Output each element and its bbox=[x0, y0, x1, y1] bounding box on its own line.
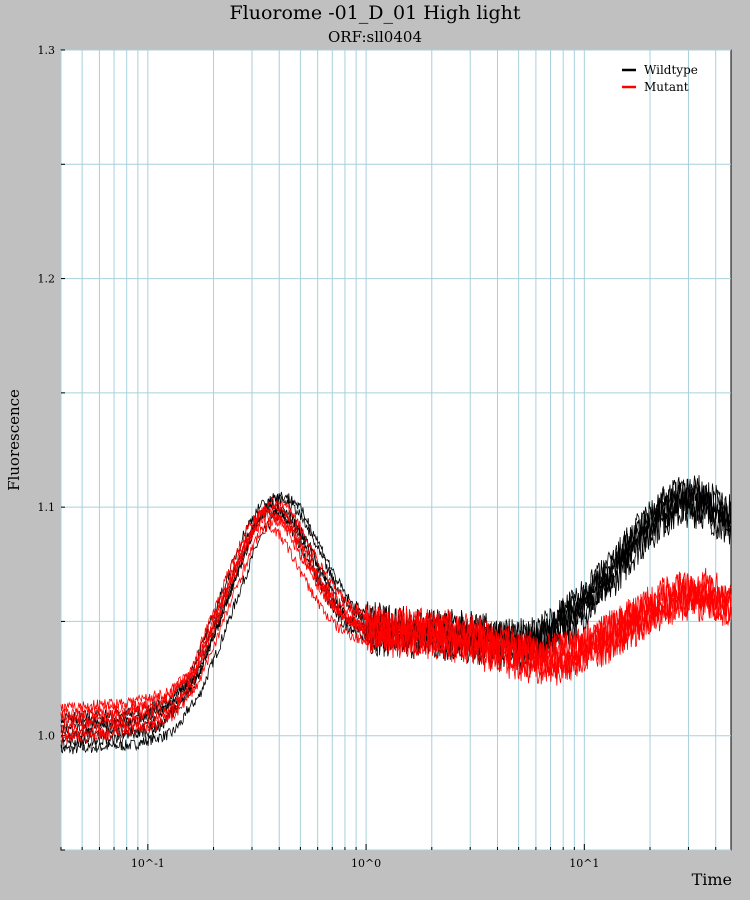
grid-lines bbox=[60, 49, 731, 851]
x-tick-label: 10^1 bbox=[569, 857, 599, 870]
plot-area bbox=[60, 49, 732, 851]
legend-label-wildtype: Wildtype bbox=[644, 63, 698, 77]
series-line-mutant bbox=[60, 507, 732, 726]
series-line-mutant bbox=[60, 496, 732, 714]
y-tick-label: 1.0 bbox=[38, 730, 56, 743]
axis-ticks: 1.0 1.1 1.2 1.3 10^-1 10^0 10^1 bbox=[38, 44, 717, 870]
legend-label-mutant: Mutant bbox=[644, 80, 689, 94]
y-tick-label: 1.2 bbox=[38, 273, 56, 286]
y-tick-label: 1.1 bbox=[38, 501, 56, 514]
y-tick-label: 1.3 bbox=[38, 44, 56, 57]
x-tick-label: 10^-1 bbox=[131, 857, 165, 870]
x-tick-label: 10^0 bbox=[351, 857, 381, 870]
series-line-mutant bbox=[60, 503, 732, 721]
data-traces bbox=[60, 475, 732, 755]
x-axis-label: Time bbox=[691, 870, 732, 889]
chart-subtitle: ORF:sll0404 bbox=[328, 28, 422, 46]
chart-title: Fluorome -01_D_01 High light bbox=[229, 2, 521, 24]
legend: Wildtype Mutant bbox=[622, 63, 698, 94]
series-line-mutant bbox=[60, 515, 732, 740]
